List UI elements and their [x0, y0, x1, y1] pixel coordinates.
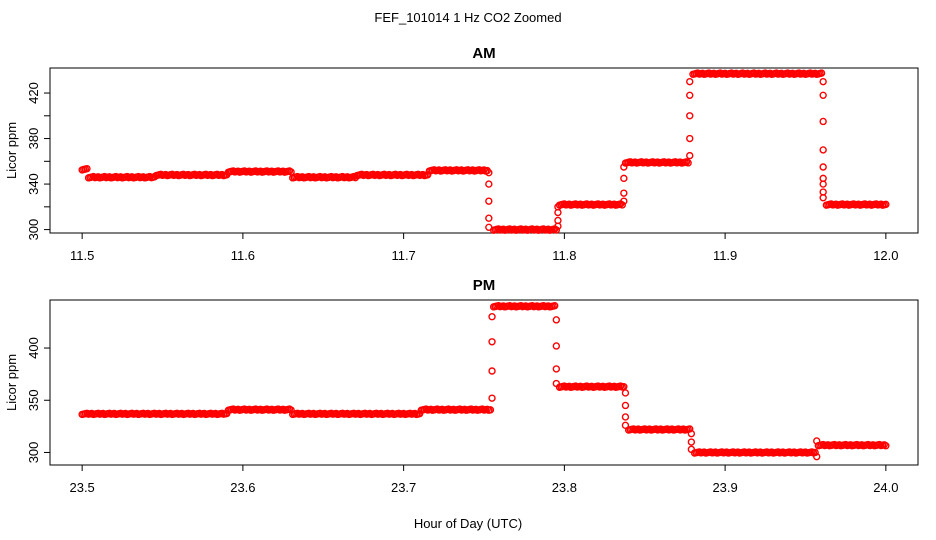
data-point: [486, 406, 495, 414]
data-point: [686, 112, 694, 120]
data-point: [552, 365, 561, 373]
data-point: [620, 189, 628, 197]
data-point: [813, 437, 821, 445]
data-point: [552, 226, 561, 234]
panel-title: AM: [472, 45, 495, 62]
data-point: [882, 200, 890, 209]
y-tick-label: 420: [26, 82, 41, 104]
data-point: [686, 134, 694, 143]
data-point: [551, 302, 559, 310]
data-points: [78, 69, 890, 234]
data-point: [485, 223, 493, 232]
x-tick-label: 23.7: [391, 480, 416, 495]
data-point: [554, 216, 562, 225]
y-axis-label: Licor ppm: [4, 354, 19, 411]
x-tick-label: 12.0: [873, 248, 898, 263]
data-point: [819, 117, 827, 126]
y-tick-label: 300: [26, 442, 41, 464]
data-point: [485, 197, 493, 205]
data-point: [485, 214, 493, 222]
data-point: [552, 342, 561, 350]
data-point: [620, 163, 628, 171]
data-point: [686, 425, 694, 433]
data-point: [687, 445, 696, 454]
x-tick-label: 23.9: [712, 480, 737, 495]
y-tick-label: 380: [26, 128, 41, 150]
x-tick-label: 11.7: [391, 248, 415, 263]
data-point: [686, 77, 694, 86]
data-point: [686, 91, 694, 100]
data-point: [488, 313, 496, 321]
chart-panel-pm: PM Licor ppm 23.5 23.6 23.7 23.8 23.9 24.0 300 35…: [4, 277, 919, 495]
data-point: [83, 164, 91, 173]
data-point: [819, 180, 827, 188]
plot-frame: [49, 67, 919, 234]
x-tick-label: 23.6: [230, 480, 255, 495]
data-point: [485, 168, 493, 177]
data-point: [554, 203, 562, 211]
data-point: [819, 77, 827, 86]
x-tick-label: 23.5: [69, 480, 94, 495]
x-tick-label: 11.6: [231, 248, 255, 263]
y-tick-label: 350: [26, 389, 41, 411]
data-point: [817, 69, 826, 77]
data-point: [552, 379, 561, 388]
data-point: [882, 442, 890, 450]
x-tick-label: 11.8: [552, 248, 576, 263]
data-point: [488, 367, 496, 375]
x-tick-label: 23.8: [552, 480, 577, 495]
data-point: [811, 448, 819, 457]
data-point: [687, 438, 696, 446]
x-axis-label: Hour of Day (UTC): [414, 516, 522, 531]
data-point: [684, 159, 692, 167]
y-tick-label: 400: [26, 337, 41, 359]
y-tick-label: 300: [26, 219, 41, 241]
data-point: [488, 394, 496, 402]
data-point: [686, 151, 694, 160]
data-point: [485, 180, 493, 188]
y-axis-label: Licor ppm: [4, 122, 19, 179]
panel-title: PM: [473, 277, 496, 294]
data-point: [819, 146, 827, 154]
chart-panel-am: AM Licor ppm 11.5 11.6 11.7 11.8 11.9 12.0 300 34…: [4, 45, 919, 263]
data-point: [819, 194, 827, 202]
data-point: [687, 429, 696, 438]
data-point: [621, 389, 630, 397]
figure-title: FEF_101014 1 Hz CO2 Zoomed: [374, 10, 561, 25]
y-tick-label: 340: [26, 173, 41, 195]
data-point: [620, 197, 628, 205]
data-point: [621, 421, 630, 430]
x-tick-label: 24.0: [873, 480, 898, 495]
data-point: [621, 401, 630, 410]
data-point: [488, 338, 496, 346]
x-tick-label: 11.9: [713, 248, 737, 263]
chart-panels: AM Licor ppm 11.5 11.6 11.7 11.8 11.9 12.0 300 34…: [4, 45, 919, 495]
plot-frame: [49, 299, 919, 466]
data-point: [813, 452, 821, 461]
data-point: [819, 163, 827, 171]
x-tick-label: 11.5: [70, 248, 94, 263]
data-point: [621, 413, 630, 421]
data-points: [78, 302, 890, 461]
data-point: [552, 316, 561, 324]
data-point: [620, 174, 628, 183]
data-point: [819, 91, 827, 100]
data-point: [618, 201, 626, 209]
